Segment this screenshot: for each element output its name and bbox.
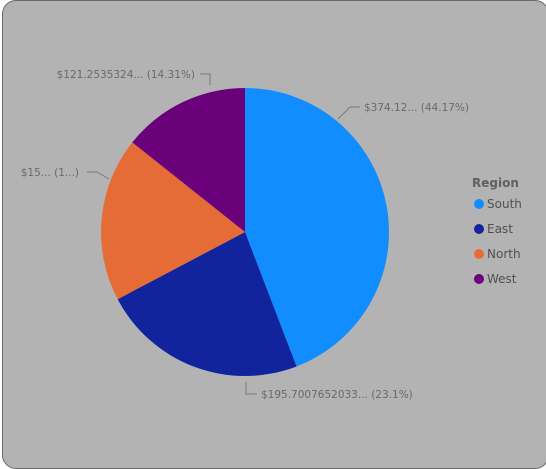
legend-item-south[interactable]: South	[487, 197, 522, 211]
data-label-east: $195.7007652033... (23.1%)	[261, 389, 413, 401]
legend-title: Region	[472, 176, 519, 190]
legend-marker-west	[474, 274, 484, 284]
legend-item-east[interactable]: East	[487, 222, 513, 236]
legend-item-west[interactable]: West	[487, 272, 517, 286]
pie-slices	[101, 88, 389, 376]
pie-chart: $374.12... (44.17%) $195.7007652033... (2…	[21, 69, 522, 401]
leader-line-west	[200, 73, 211, 85]
leader-line-east	[245, 382, 257, 395]
pie-slice-south[interactable]	[245, 88, 389, 367]
legend: Region South East North West	[472, 176, 522, 286]
pie-slice-west[interactable]	[132, 88, 245, 232]
legend-marker-south	[474, 199, 484, 209]
pie-slice-north[interactable]	[101, 142, 245, 300]
legend-item-north[interactable]: North	[487, 247, 521, 261]
data-label-south: $374.12... (44.17%)	[364, 102, 469, 114]
data-label-west: $121.2535324... (14.31%)	[57, 69, 195, 81]
pie-slice-east[interactable]	[117, 232, 297, 376]
legend-marker-east	[474, 224, 484, 234]
legend-marker-north	[474, 249, 484, 259]
data-label-north: $15... (1...)	[21, 167, 79, 179]
data-labels: $374.12... (44.17%) $195.7007652033... (2…	[21, 69, 469, 401]
leader-line-north	[87, 171, 110, 180]
leader-line-south	[337, 106, 360, 120]
legend-items: South East North West	[474, 197, 522, 286]
